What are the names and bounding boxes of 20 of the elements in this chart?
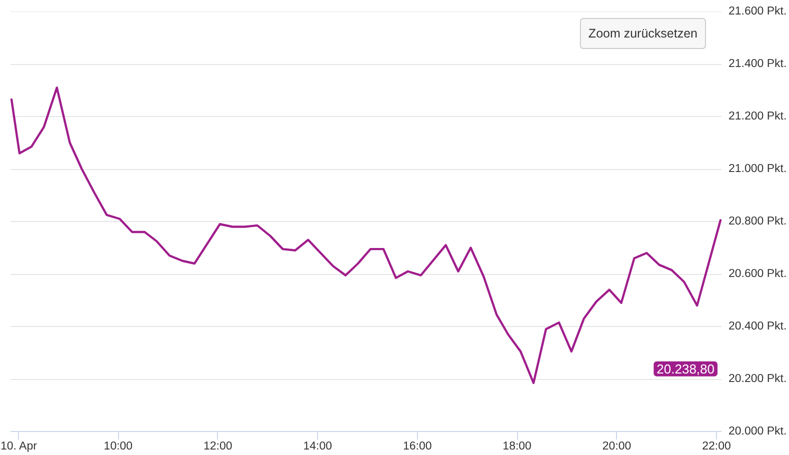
x-tick-label: 22:00 xyxy=(702,440,731,452)
x-tick-label: 20:00 xyxy=(602,440,632,452)
annotation: 20.238,80 xyxy=(656,361,715,376)
y-tick-label: 20.000 Pkt. xyxy=(728,426,787,438)
y-tick-label: 21.600 Pkt. xyxy=(728,6,787,18)
annotation: Zoom zurücksetzen xyxy=(588,26,698,40)
y-tick-label: 20.200 Pkt. xyxy=(728,373,787,385)
y-tick-label: 20.400 Pkt. xyxy=(728,320,787,332)
x-tick-label: 10:00 xyxy=(104,440,133,452)
x-tick-label: 18:00 xyxy=(502,440,532,452)
y-tick-label: 21.400 Pkt. xyxy=(728,58,787,70)
y-tick-label: 20.800 Pkt. xyxy=(728,216,787,228)
y-tick-label: 21.200 Pkt. xyxy=(728,110,787,122)
y-tick-label: 21.000 Pkt. xyxy=(728,163,787,175)
x-tick-label: 12:00 xyxy=(204,440,232,452)
line-series xyxy=(10,86,722,384)
y-tick-label: 20.600 Pkt. xyxy=(728,268,787,280)
x-tick-label: 14:00 xyxy=(303,440,332,452)
x-tick-label: 10. Apr xyxy=(0,440,38,452)
x-tick-label: 16:00 xyxy=(402,440,432,452)
